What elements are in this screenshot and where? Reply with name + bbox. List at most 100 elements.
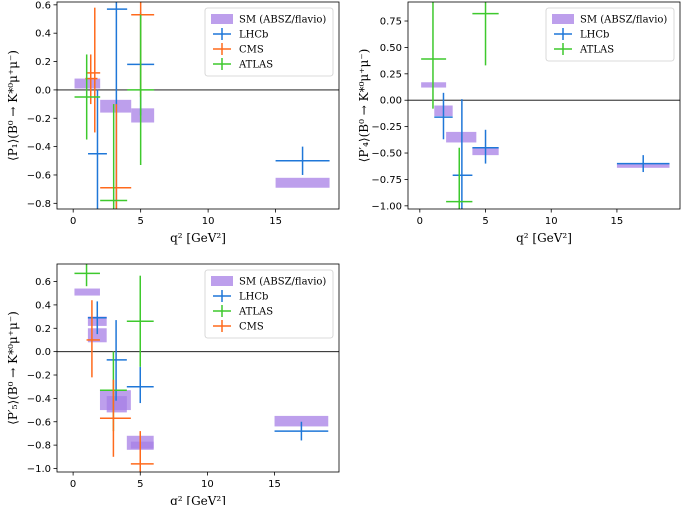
y-tick-label: 0.50 [380,43,402,54]
y-tick-label: 0.0 [35,85,51,96]
legend-frame [204,269,334,339]
y-axis-title: ⟨P₁⟩(B⁰ → K*⁰μ⁺μ⁻) [6,50,20,161]
panel-p1: 0 5 10 15 −0.8 −0.6 −0.4 −0.2 0.0 0.2 0.4 0.6 q² [Ge… [6,0,340,245]
plot-area [57,264,339,472]
data-point-atlas [74,264,100,287]
x-tick-label: 15 [269,216,282,227]
data-point-lhcb [434,92,453,140]
y-axis-title: ⟨P′₄⟩(B⁰ → K*⁰μ⁺μ⁻) [357,49,371,163]
x-tick-label: 0 [70,479,76,490]
panel-p4: 0 5 10 15 −1.00 −0.75 −0.50 −0.25 0.00 0.25 0.50 0.… [357,1,681,245]
legend-frame [545,7,675,62]
x-tick-label: 5 [137,216,143,227]
sm-box [106,396,127,413]
x-tick-label: 5 [137,479,143,490]
axes-frame [407,1,681,210]
data-point-atlas [446,147,473,209]
y-tick-label: −0.25 [371,122,402,133]
data-point-cms [99,379,131,457]
data-point-atlas [74,54,101,140]
data-point-lhcb [616,155,670,173]
y-tick-label: 0.0 [35,347,51,358]
legend: SM (ABSZ/flavio) LHCb ATLAS CMS [204,269,334,339]
legend-swatch-sm [211,14,233,24]
y-tick-label: −0.4 [27,394,51,405]
data-point-atlas [472,2,499,66]
y-tick-label: −0.4 [27,142,51,153]
x-tick-label: 10 [545,216,558,227]
y-tick-label: −0.2 [27,114,51,125]
data-point-cms [86,300,100,378]
axes-frame [56,1,340,210]
y-tick-label: −0.2 [27,371,51,382]
x-tick-label: 0 [70,216,76,227]
y-tick-label: −0.75 [371,175,402,186]
data-point-lhcb [87,301,107,335]
legend-label-sm: SM (ABSZ/flavio) [239,277,326,288]
y-tick-label: −0.6 [27,170,51,181]
data-point-lhcb [88,89,107,209]
sm-box [274,415,329,427]
y-tick-label: 0.6 [35,277,51,288]
x-tick-label: 10 [201,479,214,490]
legend-label-atlas: ATLAS [579,45,614,56]
data-point-atlas [421,2,447,109]
sm-box [74,288,100,296]
y-tick-label: −0.8 [27,441,51,452]
legend-label-atlas: ATLAS [238,307,273,318]
legend-frame [204,7,334,77]
data-point-lhcb [126,366,154,404]
data-point-atlas [126,275,154,367]
data-point-cms [86,7,101,133]
y-tick-label: −0.8 [27,199,51,210]
data-point-cms [131,2,155,97]
x-axis-title: q² [GeV²] [516,231,572,245]
x-axis-title: q² [GeV²] [170,231,226,245]
legend: SM (ABSZ/flavio) LHCb CMS ATLAS [204,7,334,77]
legend-label-lhcb: LHCb [239,292,268,303]
plot-area [57,2,339,209]
plot-area [408,2,680,209]
legend-swatch-sm [211,276,233,286]
legend-label-cms: CMS [239,45,264,56]
y-tick-label: 0.75 [380,17,402,28]
legend-label-atlas: ATLAS [238,60,273,71]
data-point-lhcb [106,320,127,401]
legend-swatch-sm [552,14,574,24]
data-point-cms [130,431,154,472]
x-axis-title: q² [GeV²] [170,494,226,505]
legend-label-lhcb: LHCb [239,30,268,41]
legend-label-lhcb: LHCb [580,30,609,41]
legend: SM (ABSZ/flavio) LHCb ATLAS [545,7,675,62]
y-tick-label: 0.4 [35,300,51,311]
data-point-lhcb [274,421,329,441]
legend-label-sm: SM (ABSZ/flavio) [580,15,667,26]
y-tick-label: 0.00 [380,96,402,107]
x-tick-label: 5 [482,216,488,227]
y-tick-label: 0.25 [380,69,402,80]
x-tick-label: 15 [611,216,624,227]
y-tick-label: −1.0 [27,464,51,475]
y-tick-label: 0.2 [35,324,51,335]
x-tick-label: 15 [268,479,281,490]
y-tick-label: −0.6 [27,417,51,428]
data-point-cms [100,104,132,209]
data-point-lhcb [472,129,499,164]
y-tick-label: 0.4 [35,29,51,40]
data-point-lhcb [452,99,473,209]
sm-box [131,108,155,123]
y-tick-label: 0.2 [35,57,51,68]
y-axis-title: ⟨P′₅⟩(B⁰ → K*⁰μ⁺μ⁻) [6,311,20,425]
data-point-atlas [127,14,155,166]
data-point-atlas [100,104,128,209]
x-tick-label: 10 [202,216,215,227]
y-tick-label: 0.6 [35,0,51,11]
y-tick-label: −0.50 [371,149,402,160]
sm-box [275,177,330,188]
legend-label-cms: CMS [239,322,264,333]
axes-frame [56,263,340,473]
legend-label-sm: SM (ABSZ/flavio) [239,15,326,26]
x-tick-label: 0 [417,216,423,227]
panel-p5: 0 5 10 15 −1.0 −0.8 −0.6 −0.4 −0.2 0.0 0.2 0.4 0.6 q²… [6,263,340,505]
